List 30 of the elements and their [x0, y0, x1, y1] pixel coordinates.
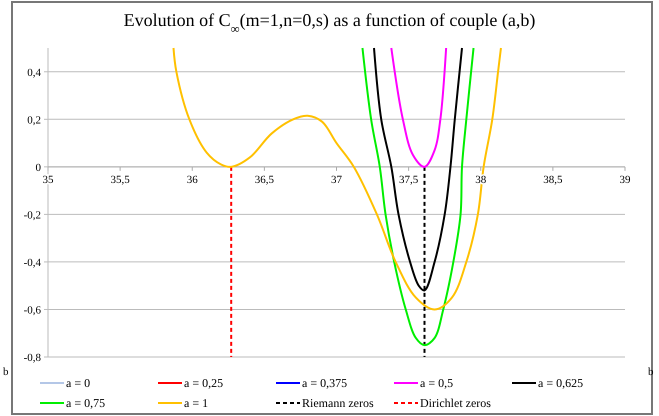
- y-tick-label: 0: [36, 162, 42, 174]
- legend-label: a = 1: [184, 396, 208, 410]
- y-tick-label: -0,2: [24, 209, 41, 222]
- x-tick-label: 37,5: [399, 174, 419, 186]
- x-tick-label: 36,5: [254, 174, 274, 186]
- legend-label: a = 0,375: [302, 376, 348, 390]
- legend-label: a = 0,25: [184, 376, 224, 390]
- chart-title: Evolution of C$_{∞}$(m=1,n=0,s) as a function of couple (a,b): [124, 10, 536, 36]
- legend-label: a = 0,75: [66, 396, 106, 410]
- x-axis-title: b: [648, 366, 654, 378]
- legend-label: Riemann zeros: [302, 396, 374, 410]
- x-tick-label: 35,5: [110, 174, 130, 186]
- legend-label: a = 0,625: [538, 376, 584, 390]
- line-series: [361, 47, 475, 346]
- y-tick-label: -0,6: [24, 304, 42, 316]
- line-series: [390, 47, 448, 168]
- y-tick-label: -0,4: [24, 256, 42, 269]
- y-tick-label: 0,4: [27, 66, 42, 79]
- x-tick-label: 35: [42, 174, 54, 186]
- legend-label: Dirichlet zeros: [420, 396, 492, 410]
- x-tick-label: 38,5: [543, 174, 563, 186]
- x-tick-label: 36: [186, 174, 198, 186]
- legend-label: a = 0,5: [420, 376, 454, 390]
- legend-label: a = 0: [66, 376, 90, 390]
- text: b: [3, 366, 8, 378]
- x-tick-label: 37: [331, 174, 342, 186]
- y-tick-label: -0,8: [24, 352, 42, 364]
- line-series: [172, 47, 502, 310]
- x-tick-label: 39: [620, 174, 631, 186]
- y-tick-label: 0,2: [27, 114, 41, 126]
